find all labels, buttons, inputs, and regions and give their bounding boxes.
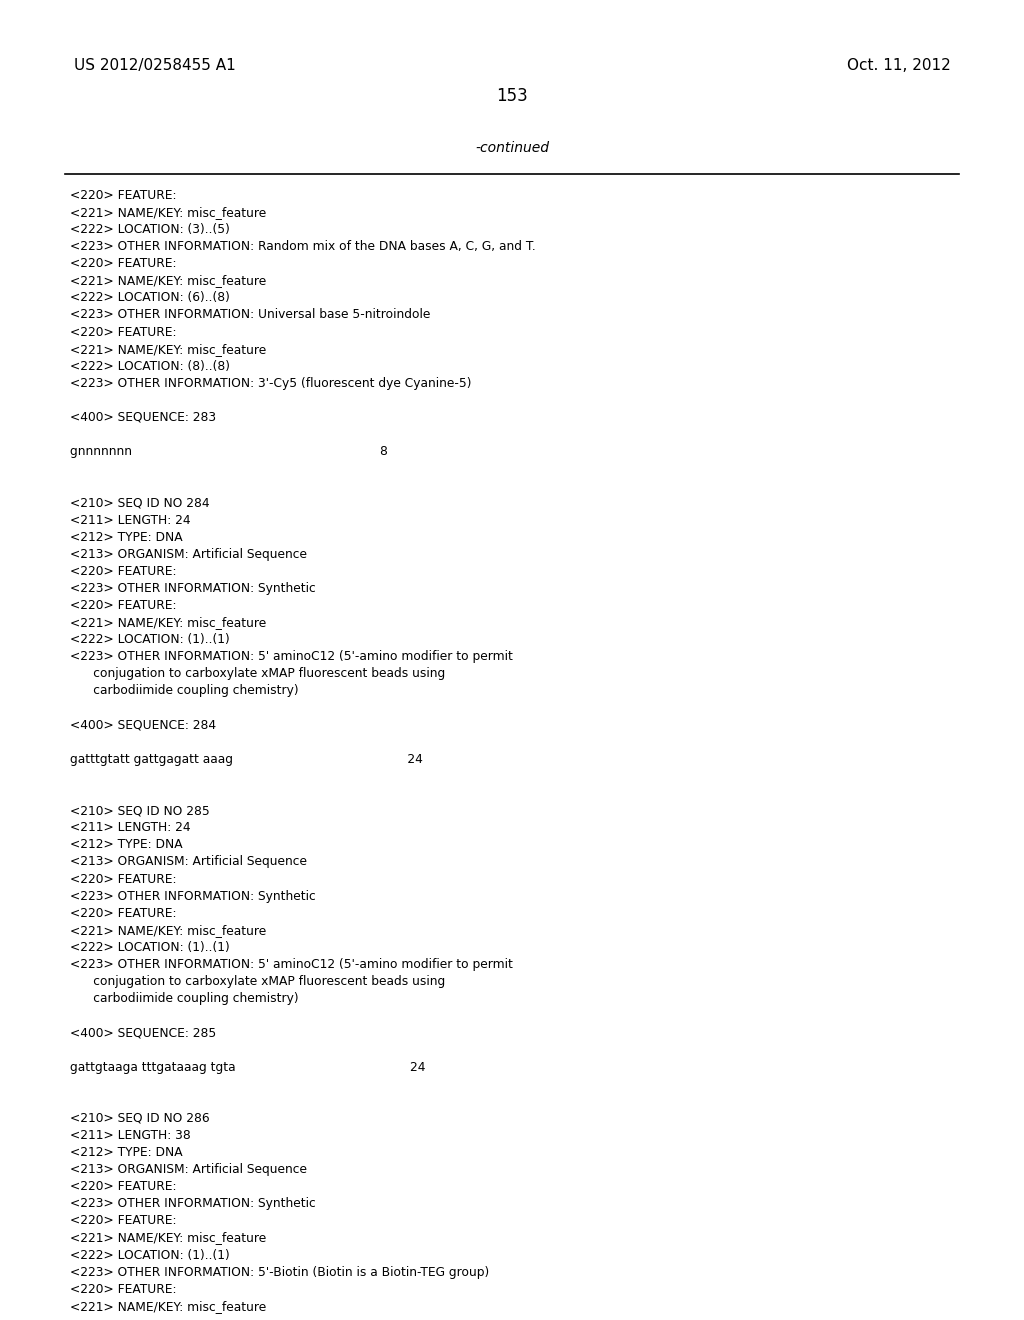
Text: <223> OTHER INFORMATION: Synthetic: <223> OTHER INFORMATION: Synthetic — [70, 582, 315, 595]
Text: <220> FEATURE:: <220> FEATURE: — [70, 599, 176, 612]
Text: <213> ORGANISM: Artificial Sequence: <213> ORGANISM: Artificial Sequence — [70, 1163, 306, 1176]
Text: <223> OTHER INFORMATION: Synthetic: <223> OTHER INFORMATION: Synthetic — [70, 890, 315, 903]
Text: <221> NAME/KEY: misc_feature: <221> NAME/KEY: misc_feature — [70, 1300, 266, 1313]
Text: <222> LOCATION: (8)..(8): <222> LOCATION: (8)..(8) — [70, 359, 229, 372]
Text: <400> SEQUENCE: 285: <400> SEQUENCE: 285 — [70, 1027, 216, 1039]
Text: <223> OTHER INFORMATION: Synthetic: <223> OTHER INFORMATION: Synthetic — [70, 1197, 315, 1210]
Text: carbodiimide coupling chemistry): carbodiimide coupling chemistry) — [70, 685, 298, 697]
Text: <223> OTHER INFORMATION: 5' aminoC12 (5'-amino modifier to permit: <223> OTHER INFORMATION: 5' aminoC12 (5'… — [70, 651, 512, 663]
Text: <211> LENGTH: 24: <211> LENGTH: 24 — [70, 821, 190, 834]
Text: 153: 153 — [496, 87, 528, 106]
Text: <213> ORGANISM: Artificial Sequence: <213> ORGANISM: Artificial Sequence — [70, 855, 306, 869]
Text: <220> FEATURE:: <220> FEATURE: — [70, 326, 176, 338]
Text: <220> FEATURE:: <220> FEATURE: — [70, 907, 176, 920]
Text: <220> FEATURE:: <220> FEATURE: — [70, 257, 176, 271]
Text: gattgtaaga tttgataaag tgta                                             24: gattgtaaga tttgataaag tgta 24 — [70, 1060, 425, 1073]
Text: <221> NAME/KEY: misc_feature: <221> NAME/KEY: misc_feature — [70, 343, 266, 355]
Text: <220> FEATURE:: <220> FEATURE: — [70, 1214, 176, 1228]
Text: <222> LOCATION: (3)..(5): <222> LOCATION: (3)..(5) — [70, 223, 229, 236]
Text: <220> FEATURE:: <220> FEATURE: — [70, 873, 176, 886]
Text: conjugation to carboxylate xMAP fluorescent beads using: conjugation to carboxylate xMAP fluoresc… — [70, 975, 444, 989]
Text: <210> SEQ ID NO 284: <210> SEQ ID NO 284 — [70, 496, 209, 510]
Text: <211> LENGTH: 24: <211> LENGTH: 24 — [70, 513, 190, 527]
Text: <212> TYPE: DNA: <212> TYPE: DNA — [70, 1146, 182, 1159]
Text: <212> TYPE: DNA: <212> TYPE: DNA — [70, 838, 182, 851]
Text: conjugation to carboxylate xMAP fluorescent beads using: conjugation to carboxylate xMAP fluoresc… — [70, 668, 444, 680]
Text: <220> FEATURE:: <220> FEATURE: — [70, 1180, 176, 1193]
Text: <221> NAME/KEY: misc_feature: <221> NAME/KEY: misc_feature — [70, 275, 266, 288]
Text: <221> NAME/KEY: misc_feature: <221> NAME/KEY: misc_feature — [70, 924, 266, 937]
Text: <223> OTHER INFORMATION: 3'-Cy5 (fluorescent dye Cyanine-5): <223> OTHER INFORMATION: 3'-Cy5 (fluores… — [70, 376, 471, 389]
Text: <210> SEQ ID NO 285: <210> SEQ ID NO 285 — [70, 804, 209, 817]
Text: <220> FEATURE:: <220> FEATURE: — [70, 1283, 176, 1296]
Text: <222> LOCATION: (1)..(1): <222> LOCATION: (1)..(1) — [70, 941, 229, 954]
Text: <220> FEATURE:: <220> FEATURE: — [70, 565, 176, 578]
Text: <223> OTHER INFORMATION: Universal base 5-nitroindole: <223> OTHER INFORMATION: Universal base … — [70, 309, 430, 321]
Text: <221> NAME/KEY: misc_feature: <221> NAME/KEY: misc_feature — [70, 206, 266, 219]
Text: <400> SEQUENCE: 283: <400> SEQUENCE: 283 — [70, 411, 216, 424]
Text: carbodiimide coupling chemistry): carbodiimide coupling chemistry) — [70, 993, 298, 1005]
Text: Oct. 11, 2012: Oct. 11, 2012 — [847, 58, 950, 73]
Text: <223> OTHER INFORMATION: 5'-Biotin (Biotin is a Biotin-TEG group): <223> OTHER INFORMATION: 5'-Biotin (Biot… — [70, 1266, 488, 1279]
Text: US 2012/0258455 A1: US 2012/0258455 A1 — [74, 58, 236, 73]
Text: <221> NAME/KEY: misc_feature: <221> NAME/KEY: misc_feature — [70, 616, 266, 630]
Text: gatttgtatt gattgagatt aaag                                             24: gatttgtatt gattgagatt aaag 24 — [70, 752, 423, 766]
Text: <400> SEQUENCE: 284: <400> SEQUENCE: 284 — [70, 718, 216, 731]
Text: gnnnnnnn                                                                8: gnnnnnnn 8 — [70, 445, 387, 458]
Text: <212> TYPE: DNA: <212> TYPE: DNA — [70, 531, 182, 544]
Text: <222> LOCATION: (1)..(1): <222> LOCATION: (1)..(1) — [70, 634, 229, 647]
Text: <221> NAME/KEY: misc_feature: <221> NAME/KEY: misc_feature — [70, 1232, 266, 1245]
Text: <223> OTHER INFORMATION: 5' aminoC12 (5'-amino modifier to permit: <223> OTHER INFORMATION: 5' aminoC12 (5'… — [70, 958, 512, 972]
Text: <210> SEQ ID NO 286: <210> SEQ ID NO 286 — [70, 1111, 209, 1125]
Text: <213> ORGANISM: Artificial Sequence: <213> ORGANISM: Artificial Sequence — [70, 548, 306, 561]
Text: <223> OTHER INFORMATION: Random mix of the DNA bases A, C, G, and T.: <223> OTHER INFORMATION: Random mix of t… — [70, 240, 536, 253]
Text: -continued: -continued — [475, 141, 549, 156]
Text: <220> FEATURE:: <220> FEATURE: — [70, 189, 176, 202]
Text: <222> LOCATION: (1)..(1): <222> LOCATION: (1)..(1) — [70, 1249, 229, 1262]
Text: <211> LENGTH: 38: <211> LENGTH: 38 — [70, 1129, 190, 1142]
Text: <222> LOCATION: (6)..(8): <222> LOCATION: (6)..(8) — [70, 292, 229, 305]
